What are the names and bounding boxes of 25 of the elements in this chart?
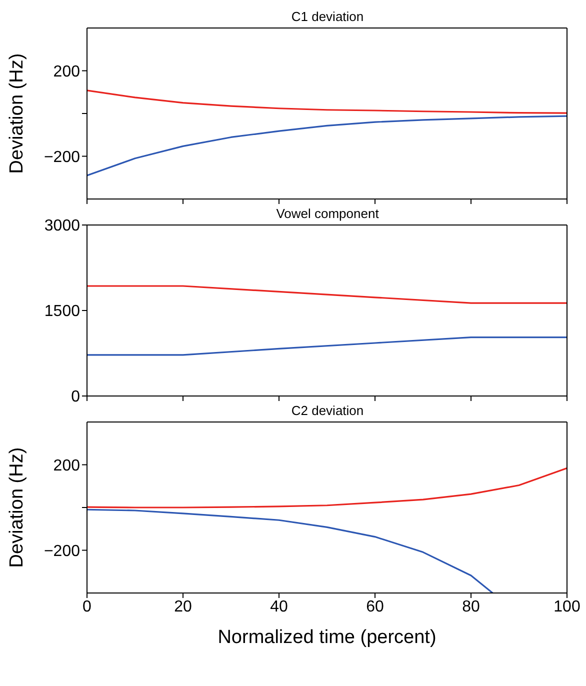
- chart-title: Vowel component: [276, 206, 379, 221]
- x-tick-label: 60: [366, 598, 384, 616]
- x-tick-label: 100: [554, 598, 580, 616]
- line-series: [87, 467, 567, 508]
- x-axis-title: Normalized time (percent): [218, 627, 436, 648]
- line-series: [87, 336, 567, 356]
- y-tick-label: 3000: [44, 218, 80, 235]
- y-tick-label: 200: [53, 457, 80, 474]
- y-tick-label: 0: [71, 388, 80, 406]
- y-tick-label: −200: [44, 148, 80, 166]
- line-series: [87, 115, 567, 176]
- chart-title: C1 deviation: [290, 8, 365, 25]
- x-tick-label: 80: [462, 598, 480, 616]
- y-tick-label: 1500: [44, 303, 80, 320]
- line-series: [87, 285, 567, 304]
- y-tick-label: −200: [44, 542, 80, 560]
- y-tick-label: 200: [53, 63, 80, 80]
- y-axis-title: Deviation (Hz): [6, 53, 28, 174]
- x-tick-label: 40: [270, 598, 288, 616]
- line-series: [87, 508, 494, 593]
- y-axis-title: Deviation (Hz): [6, 447, 28, 568]
- x-tick-label: 20: [174, 598, 192, 616]
- chart-title: C2 deviation: [291, 403, 364, 418]
- line-series: [87, 90, 567, 114]
- x-tick-label: 0: [82, 598, 92, 616]
